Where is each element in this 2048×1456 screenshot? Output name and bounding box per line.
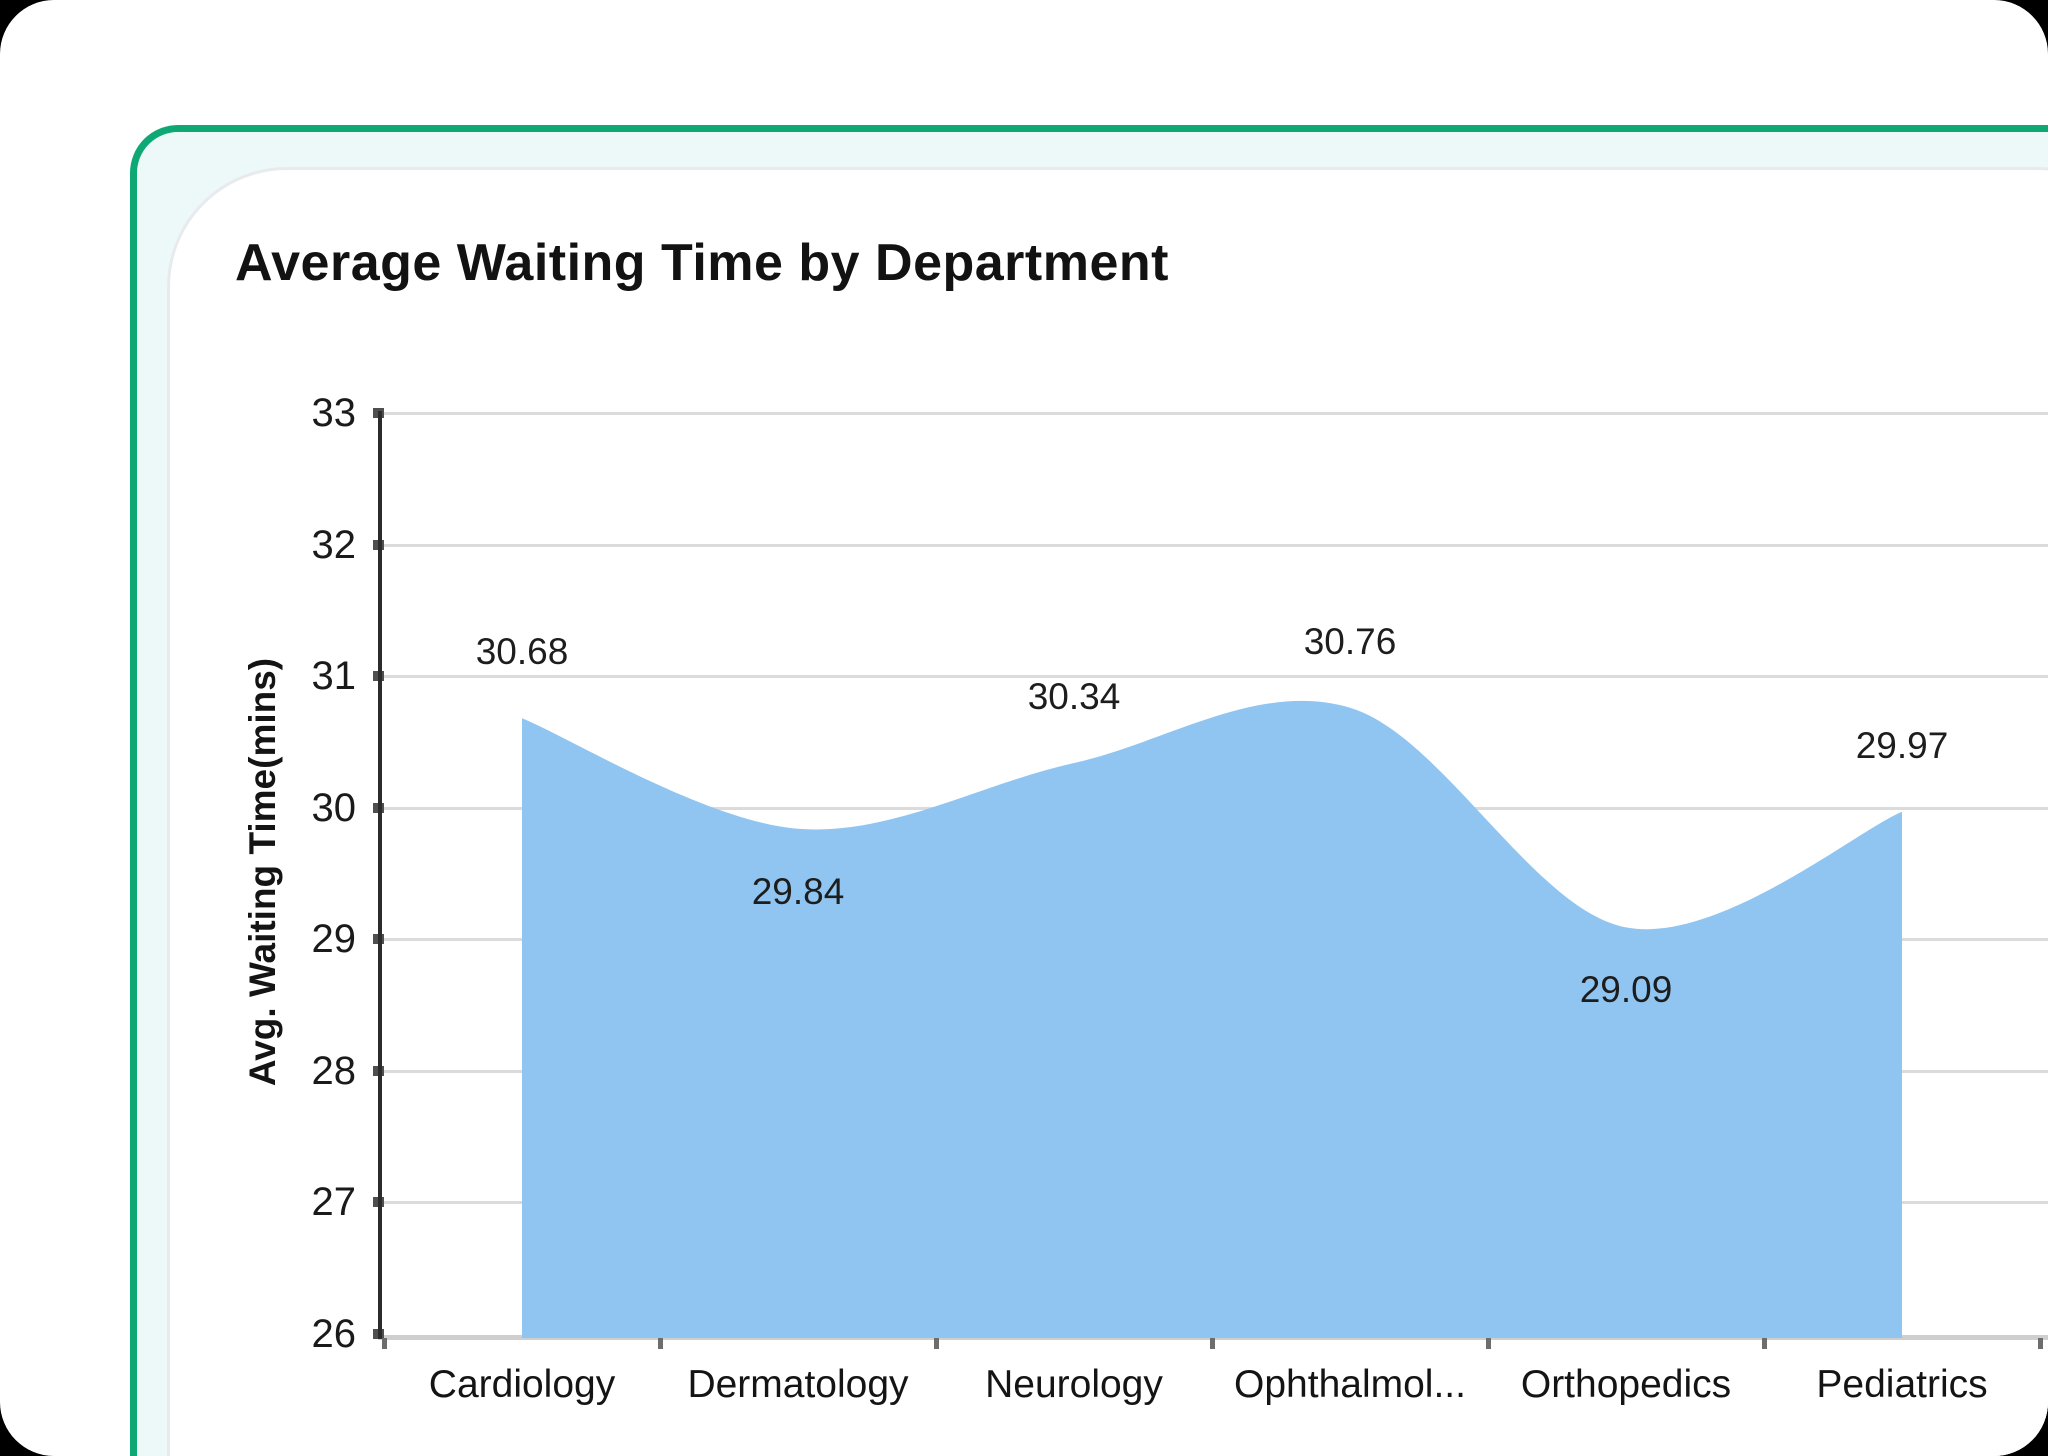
data-label: 29.97	[1855, 724, 1949, 766]
x-tick-label: Dermatology	[687, 1363, 909, 1406]
x-axis-tick	[1762, 1338, 1767, 1349]
gridline	[378, 412, 2048, 415]
y-tick-label: 29	[311, 917, 357, 962]
x-axis-tick	[1210, 1338, 1215, 1349]
gridline	[378, 938, 2048, 942]
y-tick-label: 31	[311, 654, 357, 699]
x-tick-label: Neurology	[985, 1363, 1163, 1406]
x-axis-tick	[2038, 1338, 2043, 1349]
y-tick-label: 26	[311, 1312, 357, 1356]
data-label: 29.84	[751, 870, 845, 912]
y-tick-label: 33	[311, 391, 357, 435]
gridline	[378, 806, 2048, 810]
data-label: 30.34	[1027, 675, 1121, 717]
gridline	[378, 675, 2048, 679]
gridline	[378, 1069, 2048, 1073]
data-label: 30.76	[1303, 620, 1397, 662]
x-axis-tick	[382, 1338, 387, 1349]
x-tick-label: Ophthalmol...	[1234, 1363, 1466, 1406]
chart-title: Average Waiting Time by Department	[235, 234, 1169, 292]
gridline	[378, 1201, 2048, 1205]
x-axis-tick	[1486, 1338, 1491, 1349]
x-axis-tick	[934, 1338, 939, 1349]
x-tick-label: Cardiology	[428, 1363, 616, 1406]
y-tick-label: 27	[311, 1180, 357, 1225]
y-tick-label: 32	[311, 522, 357, 567]
x-tick-label: Pediatrics	[1816, 1363, 1988, 1406]
y-tick-label: 30	[311, 785, 357, 830]
data-label: 30.68	[475, 631, 569, 673]
y-tick-label: 28	[311, 1048, 357, 1093]
x-tick-label: Orthopedics	[1520, 1363, 1732, 1406]
x-axis-tick	[658, 1338, 663, 1349]
gridline	[378, 543, 2048, 547]
area-series-path	[522, 700, 1902, 1338]
data-label: 29.09	[1579, 969, 1673, 1011]
y-axis-line	[378, 411, 382, 1339]
